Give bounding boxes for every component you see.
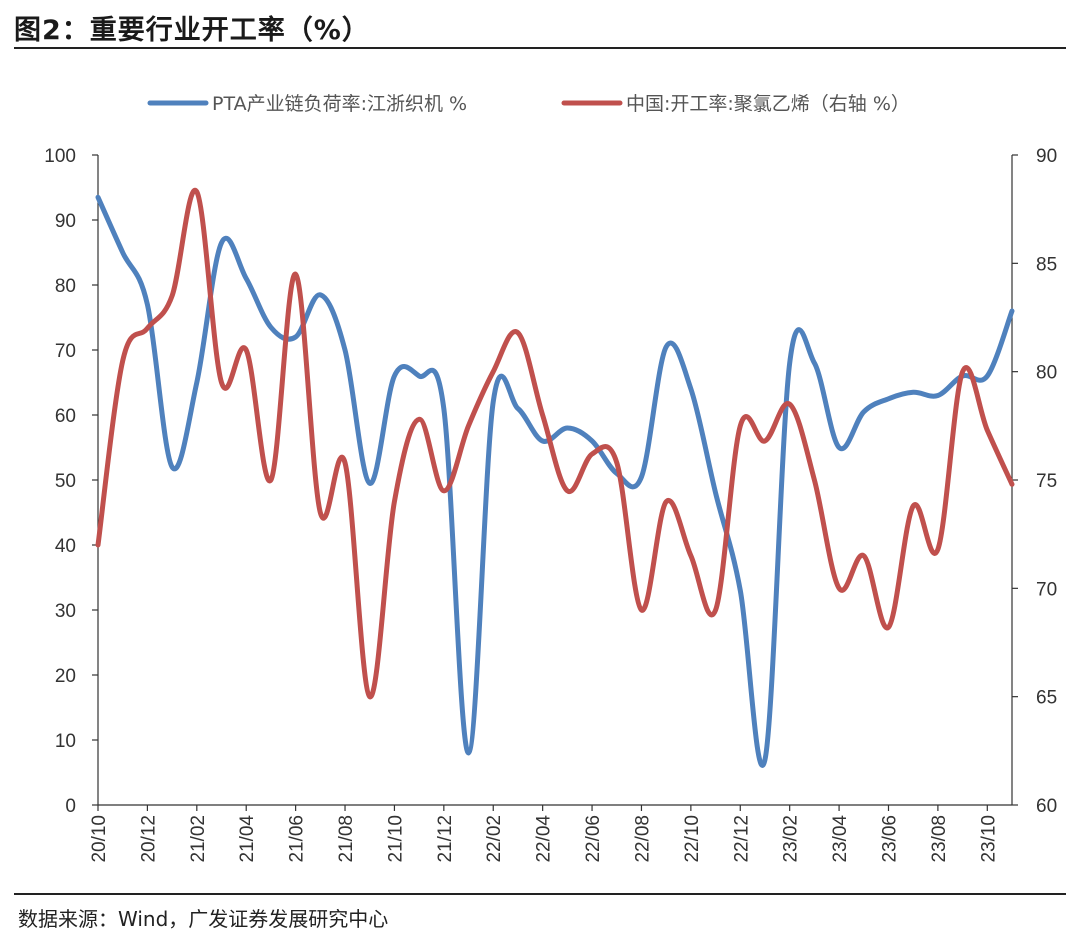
x-tick-label: 21/08	[336, 815, 357, 863]
right-tick-label: 85	[1036, 254, 1057, 275]
left-tick-label: 20	[55, 666, 76, 687]
title-rule	[14, 47, 1066, 49]
x-tick-label: 20/10	[89, 815, 110, 863]
right-tick-label: 80	[1036, 363, 1057, 384]
legend-item-pvc: 中国:开工率:聚氯乙烯（右轴 %）	[561, 93, 910, 115]
right-tick-label: 65	[1036, 688, 1057, 709]
x-tick-label: 22/08	[632, 815, 653, 863]
left-tick-label: 30	[55, 601, 76, 622]
right-tick-label: 90	[1036, 146, 1057, 167]
x-tick-label: 22/04	[534, 815, 555, 863]
source-rule	[14, 893, 1066, 895]
x-tick-label: 21/12	[435, 815, 456, 863]
left-tick-label: 90	[55, 211, 76, 232]
x-tick-label: 22/12	[731, 815, 752, 863]
chart-legend: PTA产业链负荷率:江浙织机 % 中国:开工率:聚氯乙烯（右轴 %）	[147, 93, 910, 115]
x-tick-label: 22/10	[682, 815, 703, 863]
x-tick-label: 23/08	[929, 815, 950, 863]
x-tick-label: 22/06	[583, 815, 604, 863]
x-tick-label: 20/12	[138, 815, 159, 863]
x-tick-label: 23/10	[978, 815, 999, 863]
x-tick-label: 21/10	[385, 815, 406, 863]
x-tick-label: 21/02	[188, 815, 209, 863]
series-line-pvc-rate	[95, 187, 1015, 700]
x-tick-label: 23/02	[781, 815, 802, 863]
right-tick-label: 60	[1036, 796, 1057, 817]
source-note: 数据来源：Wind，广发证券发展研究中心	[18, 907, 389, 931]
series-layer	[95, 187, 1015, 768]
left-tick-label: 100	[44, 146, 76, 167]
series-line-pta-load	[95, 194, 1015, 768]
x-tick-label: 23/04	[830, 815, 851, 863]
left-tick-label: 0	[65, 796, 76, 817]
left-tick-label: 10	[55, 731, 76, 752]
x-tick-label: 21/06	[287, 815, 308, 863]
x-tick-label: 23/06	[879, 815, 900, 863]
left-tick-label: 70	[55, 341, 76, 362]
legend-label: PTA产业链负荷率:江浙织机 %	[212, 93, 467, 115]
legend-label: 中国:开工率:聚氯乙烯（右轴 %）	[626, 93, 910, 115]
x-tick-label: 21/04	[237, 815, 258, 863]
chart-axes: 0 10 20 30 40 50 60 70 80 90 100 60 65 70 75 80 85 90 20/1…	[44, 146, 1057, 863]
right-tick-label: 75	[1036, 471, 1057, 492]
legend-item-pta: PTA产业链负荷率:江浙织机 %	[147, 93, 467, 115]
left-tick-label: 80	[55, 276, 76, 297]
right-tick-label: 70	[1036, 579, 1057, 600]
x-tick-label: 22/02	[484, 815, 505, 863]
left-tick-label: 50	[55, 471, 76, 492]
left-tick-label: 40	[55, 536, 76, 557]
figure-title: 图2：重要行业开工率（%）	[14, 15, 370, 46]
left-tick-label: 60	[55, 406, 76, 427]
